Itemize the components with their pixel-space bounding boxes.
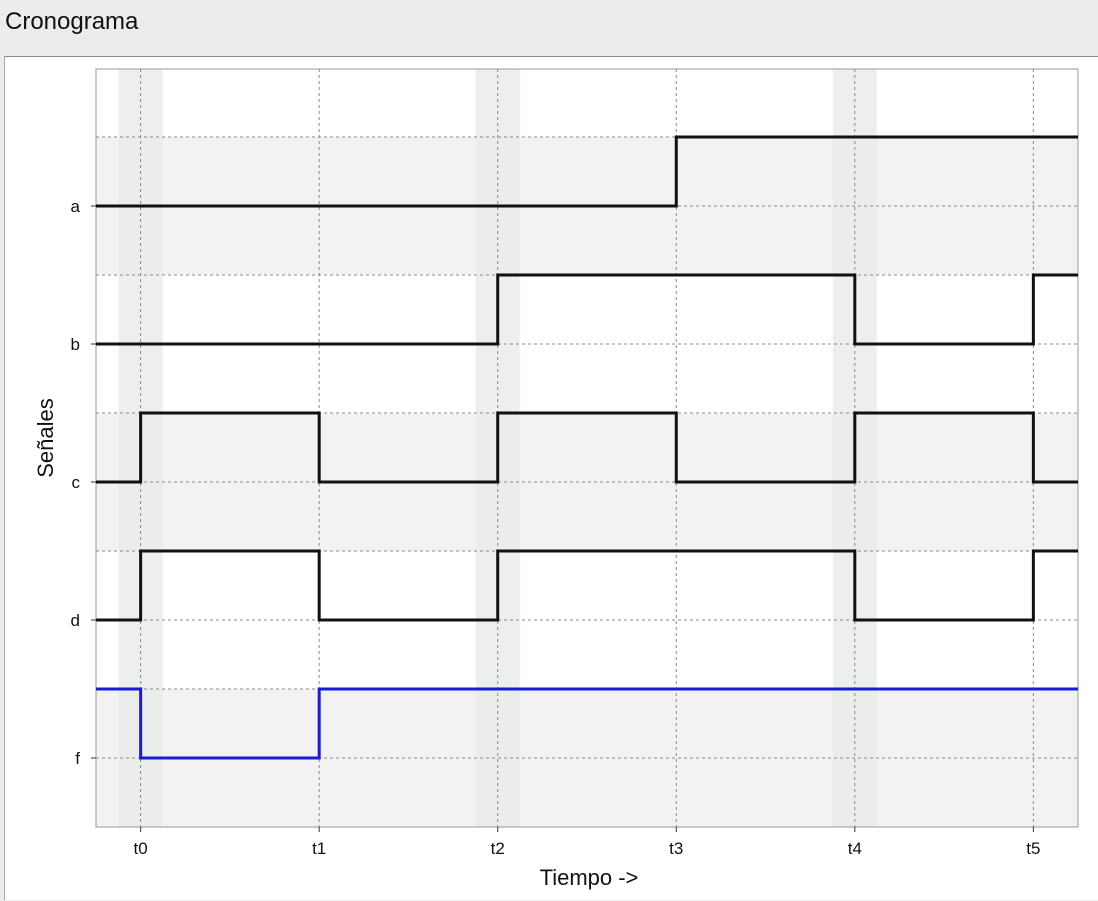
x-axis-label: Tiempo ->	[540, 865, 639, 890]
y-tick-label-d: d	[71, 611, 80, 630]
timing-chart: a b c d f t0 t1 t2 t3 t4 t5 Tiempo -> Señales	[33, 68, 1079, 890]
panel-title: Cronograma	[5, 8, 139, 35]
signal-trace-a	[96, 135, 1078, 208]
x-tick-label-t1: t1	[312, 839, 326, 858]
signal-trace-b	[96, 273, 1078, 346]
timing-chart-frame: a b c d f t0 t1 t2 t3 t4 t5 Tiempo -> Señales	[4, 56, 1098, 900]
x-tick-label-t4: t4	[848, 839, 862, 858]
x-tick-labels: t0 t1 t2 t3 t4 t5	[134, 827, 1040, 858]
y-axis-label: Señales	[33, 398, 58, 478]
signal-traces	[96, 135, 1078, 760]
y-tick-label-c: c	[72, 473, 81, 492]
signal-trace-d	[96, 549, 1078, 622]
signal-bands	[96, 69, 1078, 827]
x-tick-label-t5: t5	[1026, 839, 1040, 858]
y-tick-label-a: a	[71, 197, 81, 216]
signal-trace-f	[96, 687, 1078, 760]
y-tick-label-b: b	[71, 335, 80, 354]
y-tick-label-f: f	[75, 749, 80, 768]
signal-trace-c	[96, 411, 1078, 484]
x-tick-label-t3: t3	[669, 839, 683, 858]
plot-border	[95, 68, 1079, 828]
x-tick-label-t2: t2	[491, 839, 505, 858]
y-tick-labels: a b c d f	[71, 197, 96, 768]
x-tick-label-t0: t0	[134, 839, 148, 858]
